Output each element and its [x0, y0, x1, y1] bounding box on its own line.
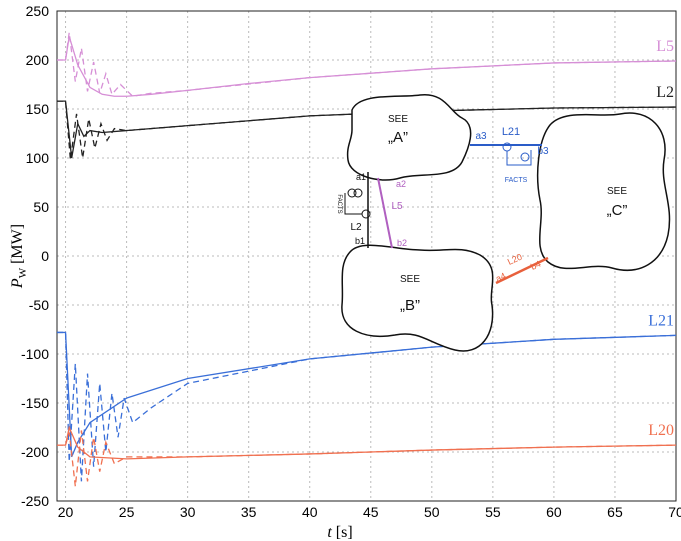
x-tick-label: 25	[119, 504, 135, 520]
inset-label: „A”	[388, 129, 408, 146]
inset-label: b1	[355, 236, 365, 246]
y-tick-label: -200	[21, 444, 49, 460]
series-label: L21	[648, 312, 674, 329]
inset-label: FACTS	[336, 194, 342, 213]
area-a-shape	[346, 94, 472, 181]
line-l20	[495, 256, 549, 285]
facts-wire	[506, 150, 532, 166]
series-label: L5	[656, 38, 674, 55]
inset-label: a2	[396, 179, 406, 189]
inset-label: L21	[502, 126, 520, 138]
inset-label: a4	[494, 271, 507, 284]
y-tick-label: 50	[33, 199, 49, 215]
x-tick-label: 35	[241, 504, 257, 520]
inset-label: „B”	[400, 297, 420, 314]
series-label: L2	[656, 84, 674, 101]
inset-label: L2	[350, 222, 362, 233]
y-tick-label: 250	[26, 3, 50, 19]
inset-label: FACTS	[505, 177, 528, 184]
y-label-symbol: P	[9, 278, 26, 289]
x-tick-label: 20	[58, 504, 74, 520]
inset-label: b3	[537, 146, 549, 157]
inset-label: L20	[506, 252, 524, 267]
inset-label: b4	[529, 259, 542, 272]
y-tick-label: -150	[21, 395, 49, 411]
inset-label: a3	[475, 131, 487, 142]
y-label-unit: [MW]	[9, 224, 26, 264]
inset-label: SEE	[400, 274, 420, 285]
series-line	[57, 32, 677, 97]
inset-label: SEE	[607, 186, 627, 197]
series-line	[57, 331, 677, 458]
series-label: L20	[648, 422, 674, 439]
y-tick-label: 150	[26, 101, 50, 117]
facts-symbol	[520, 152, 530, 162]
y-tick-label: -100	[21, 346, 49, 362]
line-l5	[377, 177, 393, 249]
network-inset: SEE „A” SEE „B” SEE „C” a3 L21 b3 FACTS a1 a2 FACTS L…	[336, 94, 671, 352]
facts-symbol	[361, 209, 371, 219]
facts-symbol	[347, 188, 357, 198]
y-tick-label: -50	[29, 297, 49, 313]
x-tick-label: 50	[424, 504, 440, 520]
x-unit: [s]	[336, 524, 353, 541]
area-c-shape	[536, 112, 671, 271]
inset-label: L5	[391, 201, 403, 212]
x-tick-label: 30	[180, 504, 196, 520]
y-tick-label: -250	[21, 493, 49, 509]
x-axis-label: t [s]	[327, 524, 352, 541]
y-tick-label: 0	[41, 248, 49, 264]
x-tick-label: 55	[485, 504, 501, 520]
x-tick-label: 45	[363, 504, 379, 520]
y-label-subscript: W	[17, 267, 29, 278]
area-b-shape	[341, 244, 494, 352]
series-line	[57, 36, 677, 97]
series-line	[57, 430, 677, 487]
x-tick-label: 40	[302, 504, 318, 520]
x-symbol: t	[327, 524, 332, 541]
facts-wire	[344, 193, 362, 215]
facts-symbol	[353, 188, 363, 198]
x-tick-label: 60	[546, 504, 562, 520]
inset-label: SEE	[388, 114, 408, 125]
y-tick-label: 100	[26, 150, 50, 166]
x-tick-label: 70	[668, 504, 681, 520]
inset-label: „C”	[607, 202, 628, 219]
series-line	[57, 331, 677, 482]
inset-label: a1	[356, 172, 366, 182]
y-axis-label: PW [MW]	[9, 224, 29, 289]
plot-frame	[56, 10, 677, 502]
x-tick-label: 65	[607, 504, 623, 520]
series-line	[57, 425, 677, 460]
inset-label: b2	[397, 238, 407, 248]
y-tick-label: 200	[26, 52, 50, 68]
